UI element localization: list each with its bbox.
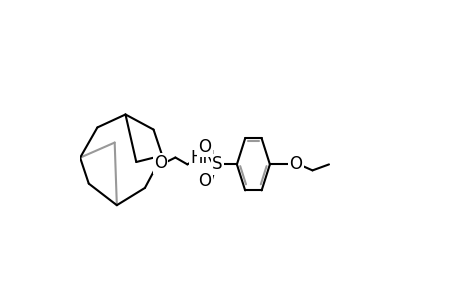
- Text: S: S: [212, 155, 222, 173]
- Text: O: O: [198, 138, 211, 156]
- Text: O: O: [289, 155, 302, 173]
- Text: O: O: [154, 154, 167, 172]
- Text: HN: HN: [190, 149, 214, 167]
- Text: O: O: [198, 172, 211, 190]
